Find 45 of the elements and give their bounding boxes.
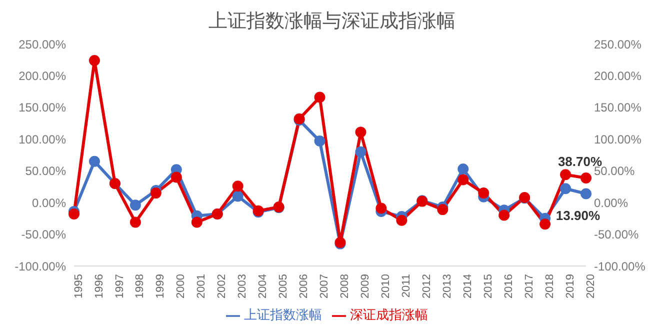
x-tick-label: 2013 [441, 274, 454, 298]
x-tick-label: 2003 [236, 274, 249, 298]
y-tick-label: 0.00% [32, 196, 66, 210]
y-tick-label: -50.00% [21, 228, 66, 242]
y2-tick-label: 100.00% [594, 132, 642, 146]
y-tick-label: 150.00% [18, 100, 66, 115]
x-tick-label: 1995 [72, 274, 85, 298]
x-tick-label: 1996 [93, 274, 106, 298]
x-tick-label: 1997 [114, 274, 126, 298]
data-label: 13.90% [556, 208, 600, 223]
x-tick-label: 2017 [523, 274, 536, 298]
y-tick-label: -100.00% [14, 259, 66, 274]
y-tick-label: 50.00% [25, 164, 66, 178]
x-tick-label: 1999 [154, 274, 167, 298]
y2-tick-label: 200.00% [594, 68, 642, 83]
x-tick-label: 2020 [584, 274, 597, 298]
legend-label: 上证指数涨幅 [244, 307, 322, 322]
x-tick-label: 2018 [544, 274, 556, 298]
x-tick-label: 2005 [278, 274, 290, 298]
x-tick-label: 2009 [360, 274, 372, 298]
y2-tick-label: -50.00% [594, 228, 640, 242]
x-tick-label: 2002 [216, 274, 228, 298]
x-tick-label: 2012 [420, 274, 433, 298]
y-tick-label: 200.00% [18, 68, 66, 83]
y2-tick-label: 0.00% [594, 196, 628, 210]
x-tick-label: 2019 [564, 274, 576, 298]
legend-label: 深证成指涨幅 [350, 307, 428, 322]
x-tick-label: 2015 [482, 274, 494, 298]
x-tick-label: 2004 [257, 274, 270, 298]
x-tick-label: 2000 [175, 274, 188, 298]
x-tick-label: 2010 [380, 274, 392, 298]
x-tick-label: 2016 [502, 274, 515, 298]
x-tick-label: 1998 [134, 274, 146, 298]
x-tick-label: 2008 [339, 274, 352, 298]
y2-tick-label: 250.00% [594, 37, 642, 52]
y-tick-label: 100.00% [18, 132, 66, 146]
x-tick-label: 2006 [298, 274, 310, 298]
x-tick-label: 2011 [400, 274, 412, 298]
y-tick-label: 250.00% [18, 37, 66, 52]
y2-tick-label: 150.00% [594, 100, 642, 115]
chart-title: 上证指数涨幅与深证成指涨幅 [208, 10, 456, 34]
y2-tick-label: -100.00% [594, 259, 646, 274]
x-tick-label: 2001 [196, 274, 208, 298]
x-tick-label: 2007 [318, 274, 331, 298]
x-tick-label: 2014 [462, 274, 474, 298]
